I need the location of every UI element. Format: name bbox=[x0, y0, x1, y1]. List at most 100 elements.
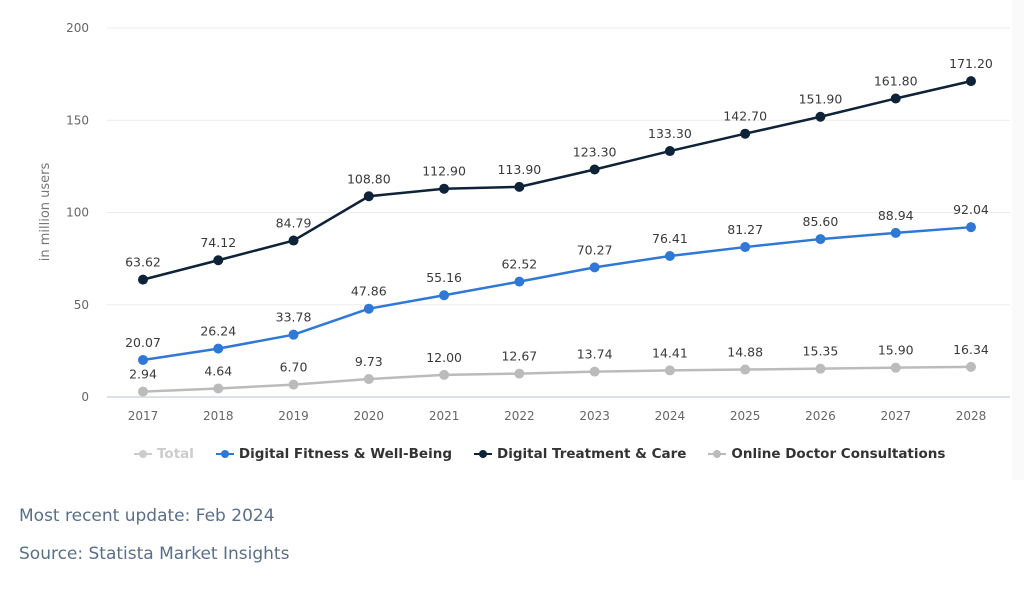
data-point[interactable] bbox=[589, 262, 600, 273]
data-point[interactable] bbox=[966, 361, 976, 372]
data-point[interactable] bbox=[138, 354, 148, 365]
data-point[interactable] bbox=[363, 191, 374, 202]
data-label: 33.78 bbox=[276, 310, 312, 325]
data-point[interactable] bbox=[439, 183, 450, 194]
data-label: 74.12 bbox=[200, 235, 236, 250]
data-label: 113.90 bbox=[497, 162, 541, 177]
source-note: Source: Statista Market Insights bbox=[19, 544, 290, 564]
data-label: 47.86 bbox=[351, 284, 387, 299]
x-tick-label: 2021 bbox=[429, 409, 460, 423]
data-point[interactable] bbox=[288, 379, 299, 390]
data-label: 26.24 bbox=[200, 324, 236, 339]
scrollbar[interactable] bbox=[1012, 0, 1024, 480]
data-point[interactable] bbox=[439, 369, 450, 380]
data-label: 133.30 bbox=[648, 126, 692, 141]
legend-label: Digital Treatment & Care bbox=[497, 446, 687, 462]
data-point[interactable] bbox=[589, 164, 600, 175]
data-point[interactable] bbox=[815, 234, 826, 245]
data-point[interactable] bbox=[514, 181, 525, 192]
data-label: 81.27 bbox=[727, 222, 763, 237]
series-online-doctor-consultations: 2.94 4.64 6.70 9.73 12.00 12.67 13.74 14.41 14.8… bbox=[129, 342, 989, 397]
y-axis-label: in million users bbox=[38, 163, 53, 262]
legend-marker-icon bbox=[215, 450, 234, 458]
data-point[interactable] bbox=[514, 368, 525, 379]
y-tick-label: 200 bbox=[66, 21, 89, 35]
data-point[interactable] bbox=[740, 242, 751, 253]
data-point[interactable] bbox=[213, 343, 224, 354]
data-point[interactable] bbox=[740, 364, 751, 375]
data-point[interactable] bbox=[664, 146, 675, 157]
data-label: 4.64 bbox=[204, 363, 232, 378]
series-line bbox=[142, 365, 972, 393]
legend-item-online-doctor-consultations[interactable]: Online Doctor Consultations bbox=[708, 446, 945, 462]
data-label: 14.88 bbox=[727, 345, 763, 360]
legend-label: Total bbox=[157, 446, 194, 462]
update-note: Most recent update: Feb 2024 bbox=[19, 506, 275, 526]
data-label: 151.90 bbox=[799, 92, 843, 107]
legend-item-total[interactable]: Total bbox=[134, 446, 194, 462]
data-label: 15.90 bbox=[878, 343, 914, 358]
data-label: 13.74 bbox=[577, 347, 613, 362]
x-tick-label: 2018 bbox=[203, 409, 234, 423]
data-label: 161.80 bbox=[874, 73, 918, 88]
data-point[interactable] bbox=[514, 276, 525, 287]
data-label: 16.34 bbox=[953, 342, 989, 357]
data-point[interactable] bbox=[664, 365, 675, 376]
series-digital-treatment-care: 63.62 74.12 84.79 108.80 112.90 113.90 123.30 1… bbox=[125, 56, 993, 285]
series-line bbox=[142, 79, 972, 281]
data-point[interactable] bbox=[138, 386, 148, 397]
legend-item-digital-treatment-care[interactable]: Digital Treatment & Care bbox=[474, 446, 686, 462]
data-label: 70.27 bbox=[577, 242, 613, 257]
data-point[interactable] bbox=[363, 303, 374, 314]
data-point[interactable] bbox=[363, 374, 374, 385]
x-tick-label: 2024 bbox=[655, 409, 686, 423]
x-tick-label: 2023 bbox=[579, 409, 610, 423]
x-tick-label: 2022 bbox=[504, 409, 535, 423]
data-point[interactable] bbox=[138, 274, 148, 285]
data-point[interactable] bbox=[815, 363, 826, 374]
legend-item-digital-fitness-well-being[interactable]: Digital Fitness & Well-Being bbox=[215, 446, 452, 462]
legend-marker-icon bbox=[708, 450, 727, 458]
y-axis-ticks: 0 50 100 150 200 bbox=[66, 21, 89, 404]
data-point[interactable] bbox=[288, 329, 299, 340]
x-tick-label: 2028 bbox=[956, 409, 987, 423]
data-label: 62.52 bbox=[501, 257, 537, 272]
data-point[interactable] bbox=[966, 76, 976, 87]
data-point[interactable] bbox=[815, 111, 826, 122]
data-point[interactable] bbox=[966, 222, 976, 233]
data-point[interactable] bbox=[890, 227, 901, 238]
data-label: 112.90 bbox=[422, 164, 466, 179]
data-point[interactable] bbox=[890, 93, 901, 104]
data-label: 84.79 bbox=[276, 216, 312, 231]
data-point[interactable] bbox=[213, 255, 224, 266]
data-point[interactable] bbox=[288, 235, 299, 246]
data-point[interactable] bbox=[589, 366, 600, 377]
data-label: 142.70 bbox=[723, 109, 767, 124]
y-tick-label: 100 bbox=[66, 206, 89, 220]
x-tick-label: 2027 bbox=[880, 409, 911, 423]
data-label: 2.94 bbox=[129, 367, 157, 382]
legend-label: Digital Fitness & Well-Being bbox=[238, 446, 452, 462]
data-point[interactable] bbox=[890, 362, 901, 373]
data-point[interactable] bbox=[664, 251, 675, 262]
data-label: 6.70 bbox=[280, 360, 308, 375]
data-label: 85.60 bbox=[803, 214, 839, 229]
data-label: 123.30 bbox=[573, 145, 617, 160]
data-label: 15.35 bbox=[803, 344, 839, 359]
data-label: 9.73 bbox=[355, 354, 383, 369]
gridlines bbox=[107, 27, 1010, 398]
data-point[interactable] bbox=[213, 383, 224, 394]
data-point[interactable] bbox=[439, 290, 450, 301]
x-tick-label: 2019 bbox=[278, 409, 309, 423]
series-digital-fitness-well-being: 20.07 26.24 33.78 47.86 55.16 62.52 70.27 76.41… bbox=[125, 202, 989, 365]
y-tick-label: 50 bbox=[74, 298, 89, 312]
data-label: 108.80 bbox=[347, 171, 391, 186]
x-tick-label: 2025 bbox=[730, 409, 761, 423]
legend-marker-icon bbox=[474, 450, 492, 458]
legend: Total Digital Fitness & Well-Being Digital… bbox=[134, 444, 945, 464]
data-label: 12.67 bbox=[501, 349, 537, 364]
data-point[interactable] bbox=[740, 128, 751, 139]
data-label: 20.07 bbox=[125, 335, 161, 350]
y-tick-label: 150 bbox=[66, 113, 89, 127]
data-label: 76.41 bbox=[652, 231, 688, 246]
